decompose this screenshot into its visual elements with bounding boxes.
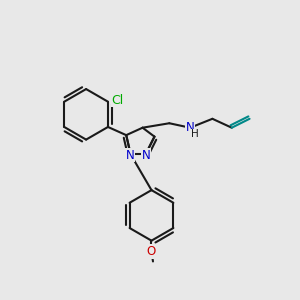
Text: N: N xyxy=(126,148,134,162)
Text: H: H xyxy=(191,129,199,139)
Text: Cl: Cl xyxy=(112,94,124,107)
Text: N: N xyxy=(186,121,194,134)
Text: N: N xyxy=(142,148,151,162)
Text: O: O xyxy=(147,244,156,258)
